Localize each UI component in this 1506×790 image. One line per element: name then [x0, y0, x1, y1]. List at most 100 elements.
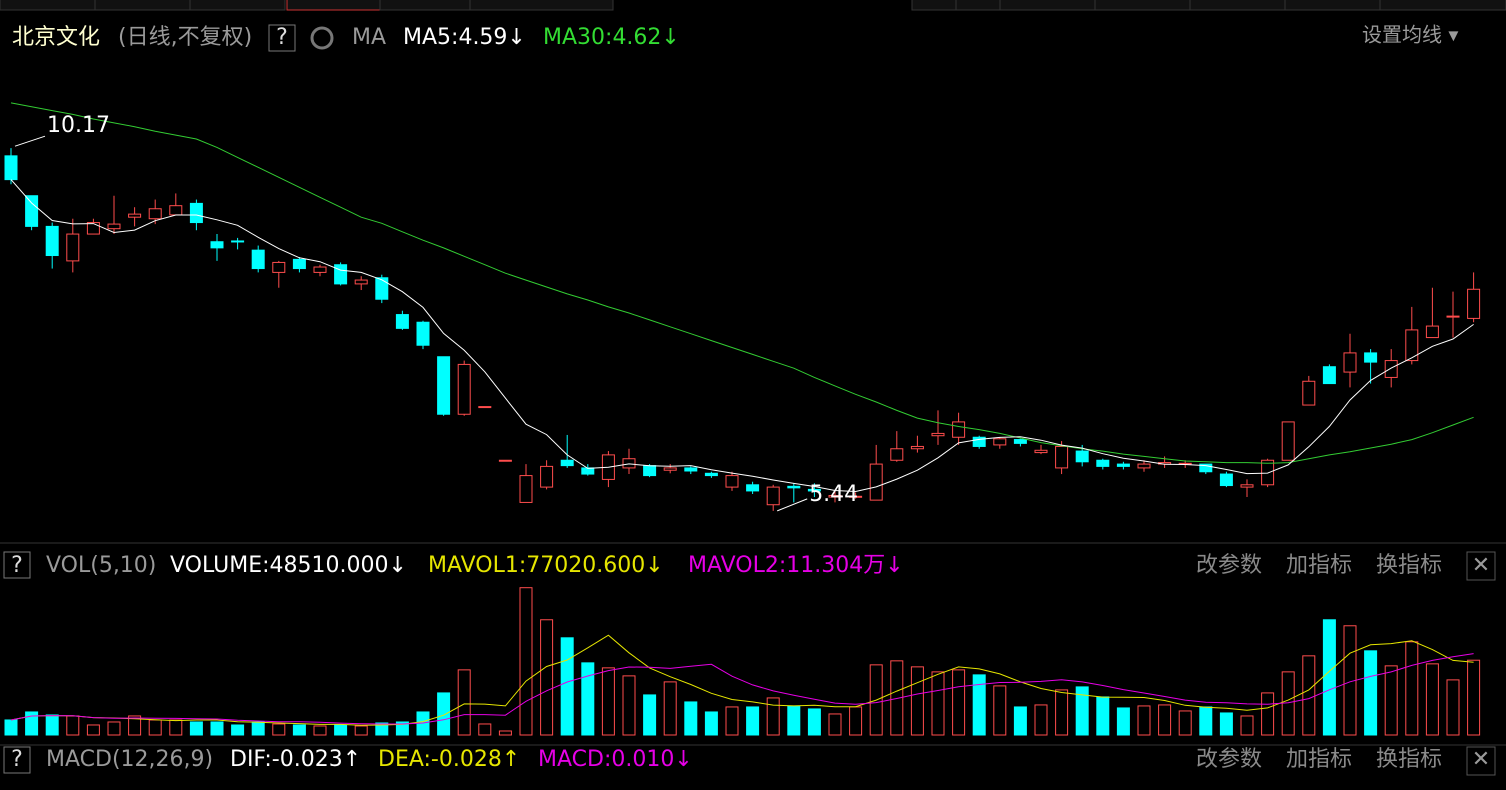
candle-body: [993, 438, 1007, 446]
candle-body: [1467, 288, 1481, 319]
volume-bar: [1384, 665, 1398, 736]
volume-bar: [86, 724, 100, 736]
volume-bar: [560, 637, 574, 736]
volume-bar: [993, 685, 1007, 736]
button[interactable]: 改参数: [1196, 747, 1262, 772]
volume-bar: [1302, 655, 1316, 736]
close-box[interactable]: [1466, 746, 1496, 776]
candle-body: [622, 458, 636, 469]
candle-body: [498, 459, 512, 462]
help-box[interactable]: [268, 24, 296, 52]
candle-body: [292, 258, 306, 270]
volume-bar: [540, 619, 554, 736]
candle-body: [704, 472, 718, 477]
period: (日线,不复权): [118, 25, 252, 50]
candle-body: [1281, 421, 1295, 461]
help[interactable]: ?: [11, 553, 23, 578]
candle-body: [1219, 473, 1233, 487]
volume-bar: [313, 725, 327, 736]
volume-bar: [1446, 679, 1460, 736]
volume-bar: [704, 711, 718, 736]
button[interactable]: 换指标: [1376, 553, 1442, 578]
candle-body: [1322, 366, 1336, 385]
candle-body: [251, 249, 265, 270]
candle-body: [684, 467, 698, 472]
volume-bar: [66, 715, 80, 736]
candle-body: [457, 363, 471, 415]
candle-body: [972, 436, 986, 447]
candle-body: [25, 195, 39, 227]
candle-body: [828, 495, 842, 498]
volume-bar: [1013, 706, 1027, 736]
volume-bar: [643, 694, 657, 736]
candle-body: [1034, 449, 1048, 454]
button[interactable]: 换指标: [1376, 747, 1442, 772]
volume-bar: [807, 708, 821, 736]
candle-body: [1446, 315, 1460, 318]
candle-body: [107, 223, 121, 230]
volume-bar: [4, 719, 18, 736]
volume-bar: [1199, 706, 1213, 736]
volume-bar: [1405, 641, 1419, 736]
volume-bar: [395, 721, 409, 736]
help[interactable]: ?: [11, 747, 23, 772]
max-arrow: [14, 135, 46, 147]
button[interactable]: 加指标: [1286, 747, 1352, 772]
volume-bar: [890, 660, 904, 736]
mavol1-label: MAVOL1:77020.600↓: [428, 553, 664, 578]
volume-bar: [725, 706, 739, 736]
settings[interactable]: 设置均线 ▾: [1362, 23, 1458, 47]
candle-body: [663, 467, 677, 471]
candle-body: [1055, 445, 1069, 469]
candle-body: [1075, 450, 1089, 463]
volume-bar: [210, 721, 224, 736]
help[interactable]: ?: [276, 25, 288, 50]
candle-body: [869, 463, 883, 501]
help-box[interactable]: [3, 746, 31, 774]
volume-bar: [601, 667, 615, 736]
candle-body: [890, 448, 904, 461]
volume-bar: [787, 705, 801, 736]
close-box[interactable]: [1466, 551, 1496, 581]
stock-name: 北京文化: [12, 25, 100, 50]
candle-body: [334, 264, 348, 285]
ma-label: MA: [352, 25, 386, 50]
candle-body: [395, 314, 409, 329]
volume-bar: [231, 724, 245, 736]
close[interactable]: ✕: [1472, 553, 1490, 578]
gear-icon[interactable]: [310, 26, 334, 50]
help-box[interactable]: [3, 551, 31, 579]
mavol1-line: [10, 634, 1474, 726]
candle-body: [560, 459, 574, 467]
volume-bar: [189, 721, 203, 736]
volume-bar: [457, 669, 471, 736]
volume-bar: [746, 706, 760, 736]
volume-bar: [1075, 686, 1089, 736]
button[interactable]: 改参数: [1196, 553, 1262, 578]
mavol2-line: [10, 653, 1474, 725]
button[interactable]: 加指标: [1286, 553, 1352, 578]
volume-bar: [272, 723, 286, 736]
candle-body: [169, 205, 183, 216]
macd-name: MACD(12,26,9): [46, 747, 213, 772]
candle-body: [437, 356, 451, 415]
candle-body: [210, 241, 224, 249]
volume-bar: [478, 723, 492, 736]
volume-bar: [128, 715, 142, 736]
candle-body: [354, 279, 368, 285]
volume-bar: [375, 722, 389, 736]
volume-bar: [1137, 705, 1151, 736]
candle-body: [1384, 360, 1398, 378]
candle-body: [128, 213, 142, 218]
candle-body: [86, 222, 100, 235]
close[interactable]: ✕: [1472, 747, 1490, 772]
volume-bar: [519, 587, 533, 736]
volume-bar: [828, 713, 842, 736]
candle-body: [1364, 352, 1378, 363]
mavol2-label: MAVOL2:11.304万↓: [688, 553, 904, 578]
candle-body: [1096, 459, 1110, 467]
candle-body: [766, 486, 780, 506]
candle-body: [746, 484, 760, 492]
